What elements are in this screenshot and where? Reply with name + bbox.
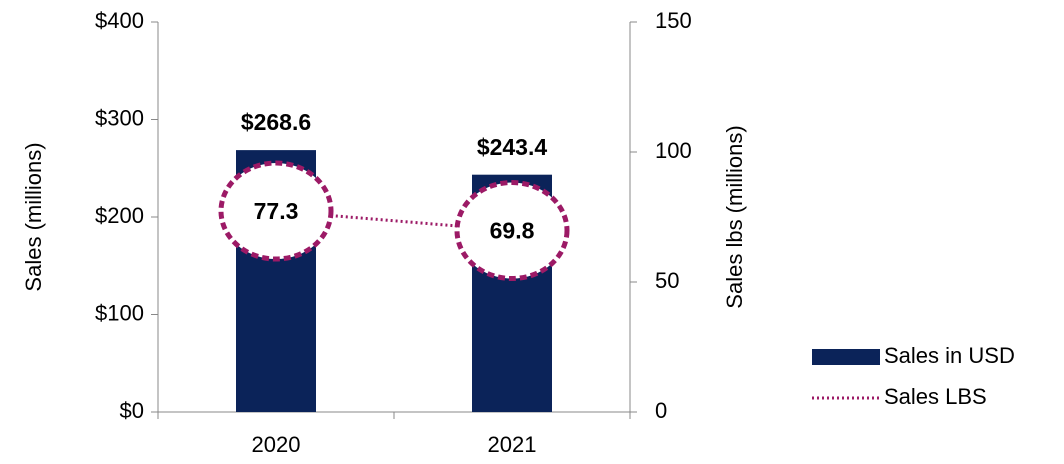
x-tick-label: 2020 [252,432,301,457]
y2-axis-label: Sales lbs (millions) [722,125,747,308]
legend-label: Sales in USD [884,343,1015,368]
line-value-label: 77.3 [254,198,299,224]
bar-value-label: $243.4 [477,134,548,160]
y-tick-label: $0 [120,398,144,423]
y2-tick-label: 150 [655,8,692,33]
y2-tick-label: 0 [655,398,667,423]
y-tick-label: $200 [95,203,144,228]
legend-label: Sales LBS [884,384,987,409]
y-tick-label: $100 [95,300,144,325]
y-tick-label: $300 [95,105,144,130]
y2-tick-label: 100 [655,138,692,163]
line-marker [454,180,570,282]
y2-tick-label: 50 [655,268,679,293]
y-axis-label: Sales (millions) [21,142,46,291]
line-value-label: 69.8 [490,218,535,244]
y-tick-label: $400 [95,8,144,33]
line-marker [218,160,334,262]
legend-swatch [812,349,880,365]
bar-value-label: $268.6 [241,109,311,135]
x-tick-label: 2021 [488,432,537,457]
